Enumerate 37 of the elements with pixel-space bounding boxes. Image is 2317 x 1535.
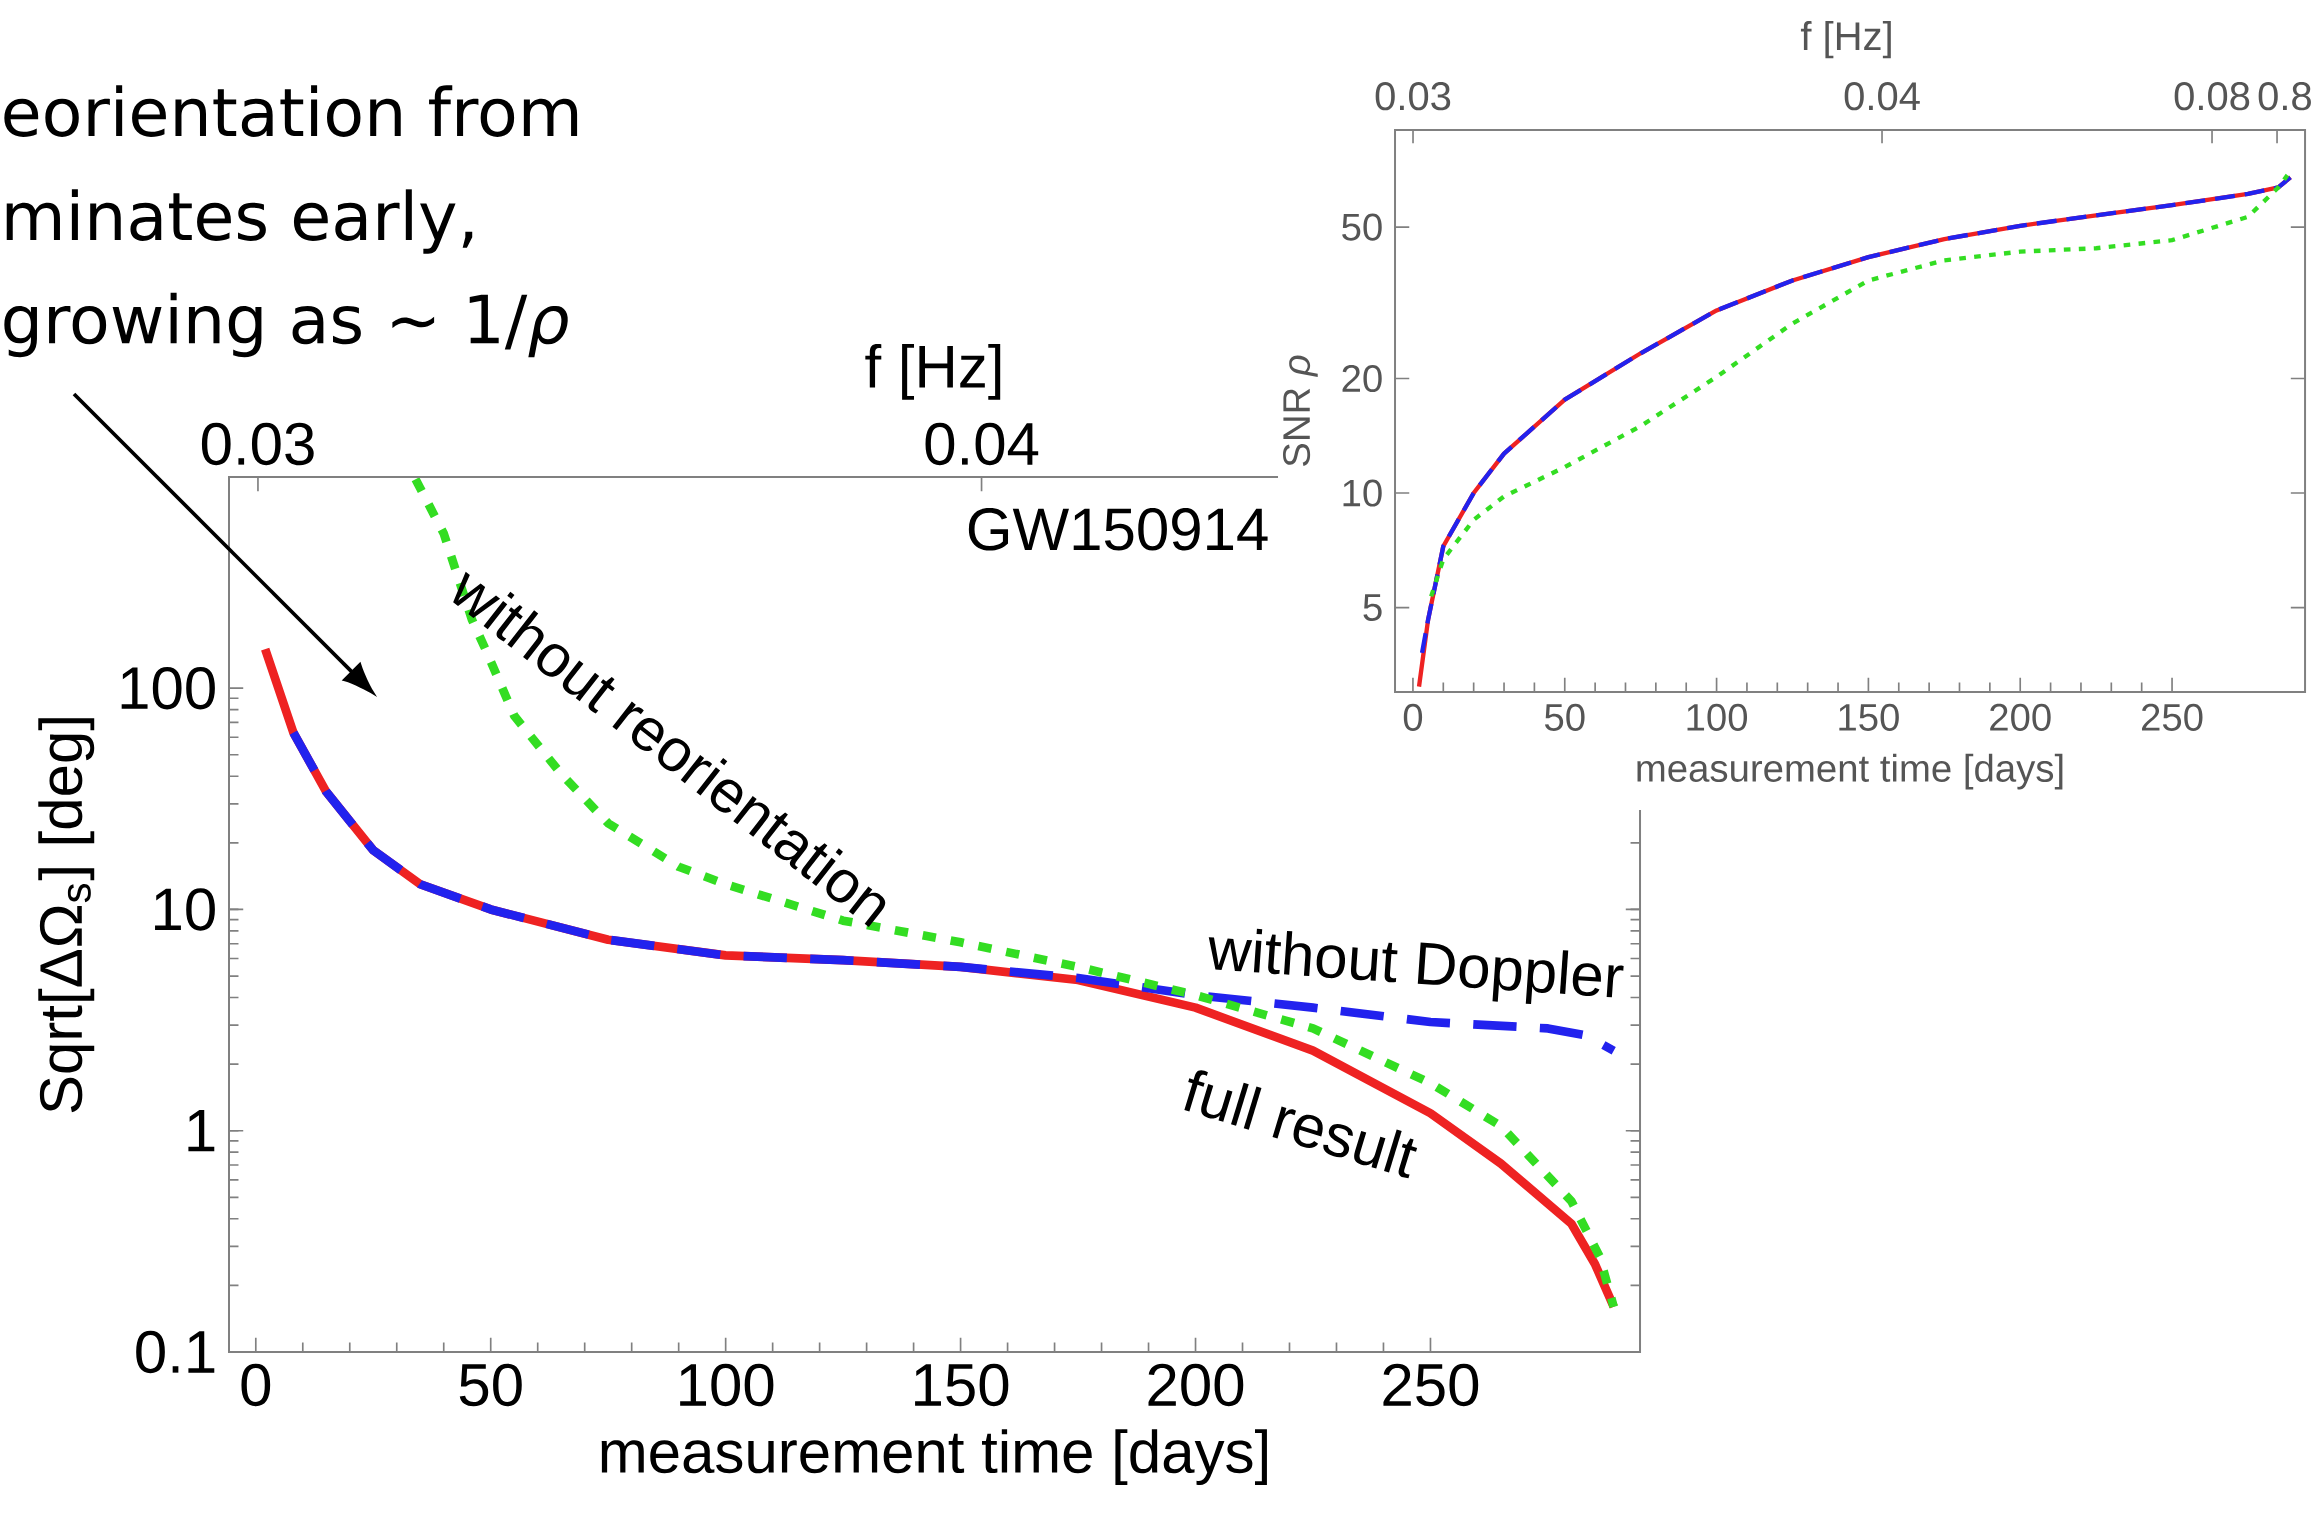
x-tick-label: 200: [1990, 703, 2051, 731]
x-tick-label: 0: [1403, 703, 1423, 731]
text: 0.04: [1844, 82, 1920, 111]
x2-tick-label: 0.03: [201, 422, 314, 466]
x-tick-label: 150: [1839, 703, 1899, 731]
x-tick-label: 250: [1383, 1363, 1479, 1407]
x-tick-label: 250: [2142, 703, 2203, 731]
y-tick-label: 0.1: [136, 1330, 215, 1374]
x-tick-label: 50: [459, 1363, 522, 1407]
text: 0.8: [2258, 82, 2311, 111]
y-tick-label: 10: [155, 888, 215, 931]
annotation: GW150914: [968, 508, 1268, 551]
y-tick-label: 1: [188, 1110, 215, 1152]
x-tick-label: 50: [1544, 703, 1585, 731]
y-axis-title: Sqrt[ΔΩ$_{s}$] [deg]: [38, 718, 95, 1113]
text: 0.08: [2174, 82, 2250, 111]
text: f [Hz]: [1800, 21, 1891, 59]
x2-axis-title: f [Hz]: [865, 343, 1001, 400]
x2-tick-label: 0.04: [925, 422, 1039, 466]
x-tick-label: 100: [680, 1363, 774, 1407]
x-tick-label: 0: [241, 1363, 271, 1407]
text: 0.03: [1375, 82, 1451, 111]
text: growing as ∼ 1/ρ: [4, 292, 568, 358]
x-tick-label: 150: [915, 1363, 1009, 1407]
y-tick-label: 20: [1342, 364, 1382, 393]
x-axis-title: measurement time [days]: [601, 1429, 1267, 1486]
y-axis-title: SNR ρ: [1283, 355, 1318, 467]
y-tick-label: 50: [1342, 213, 1382, 241]
text: eorientation from: [4, 85, 578, 137]
y-tick-label: 10: [1343, 479, 1382, 507]
series-label: without Doppler: [1208, 928, 1624, 1005]
text: minates early,: [6, 189, 473, 254]
x-tick-label: 100: [1687, 703, 1748, 731]
x-tick-label: 200: [1148, 1363, 1244, 1407]
x-axis-title: measurement time [days]: [1637, 753, 2063, 790]
y-tick-label: 5: [1363, 594, 1382, 621]
text: full result: [1184, 1070, 1418, 1179]
